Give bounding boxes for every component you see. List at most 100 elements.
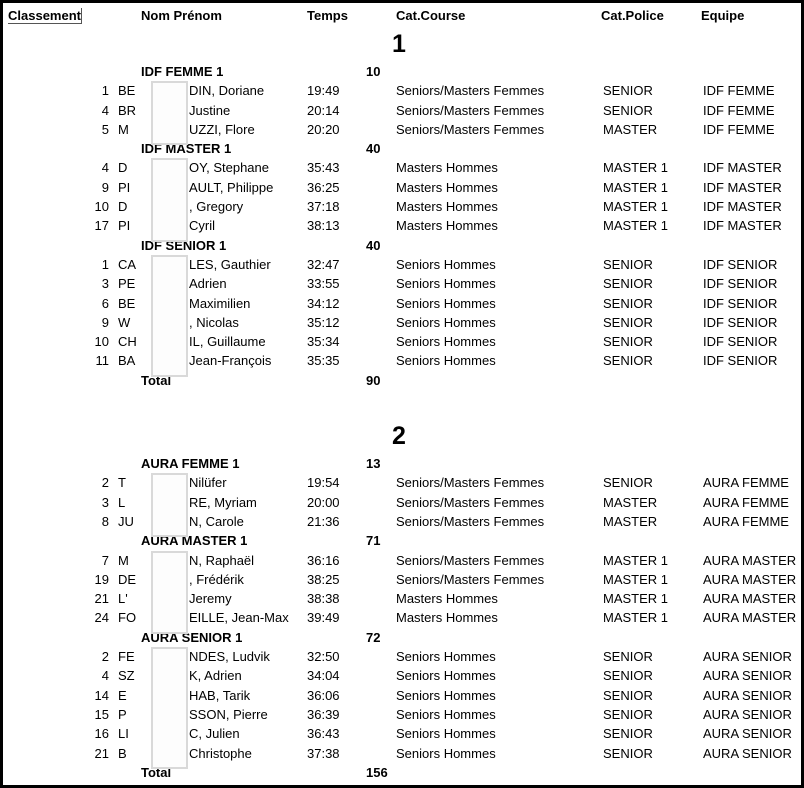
name-prefix: PE (118, 276, 136, 292)
equipe-cell: IDF MASTER (703, 199, 782, 215)
equipe-cell: AURA MASTER (703, 552, 797, 568)
table-header: Classement Nom Prénom Temps Cat.Course C… (8, 7, 801, 28)
name-prefix: E (118, 687, 127, 703)
police-cell: MASTER 1 (603, 591, 669, 607)
course-cell: Seniors/Masters Femmes (396, 121, 545, 137)
temps-cell (302, 139, 364, 158)
result-row: 5 M UZZI, Flore 20:20 Seniors/Masters Femmes… (8, 120, 801, 139)
count-cell (364, 589, 394, 608)
police-cell: SENIOR (603, 102, 653, 118)
name-suffix: N, Carole (189, 513, 244, 529)
temps-cell: 33:55 (307, 276, 340, 292)
name-cell: LI C, Julien (116, 724, 302, 743)
equipe-cell: IDF FEMME (703, 83, 775, 99)
result-row: 4 SZ K, Adrien 34:04 Seniors Hommes SENIOR AUR… (8, 666, 801, 685)
rank-cell: 5 (101, 121, 109, 137)
result-row: 3 PE Adrien 33:55 Seniors Hommes SENIOR IDF SE… (8, 274, 801, 293)
police-cell (601, 454, 701, 473)
name-cell: FO EILLE, Jean-Max (116, 608, 302, 627)
name-prefix: L' (118, 591, 128, 607)
name-suffix: RE, Myriam (189, 494, 257, 510)
equipe-cell (701, 62, 787, 81)
temps-cell (302, 454, 364, 473)
count-cell (364, 493, 394, 512)
equipe-cell (701, 531, 787, 550)
temps-cell (302, 628, 364, 647)
temps-cell: 35:43 (307, 160, 340, 176)
name-prefix: PI (118, 179, 131, 195)
course-cell: Masters Hommes (396, 160, 498, 176)
name-prefix: D (118, 160, 128, 176)
total-value-cell: 156 (366, 764, 388, 780)
course-cell (394, 139, 601, 158)
redaction-box (151, 254, 188, 377)
name-cell: SZ K, Adrien (116, 666, 302, 685)
name-cell: JU N, Carole (116, 512, 302, 531)
result-row: 11 BA Jean-François 35:35 Seniors Hommes SENI… (8, 351, 801, 370)
team-group: AURA SENIOR 1 72 2 FE NDES, Ludvik 32:50 Senio… (8, 628, 801, 769)
equipe-cell: IDF SENIOR (703, 295, 778, 311)
police-cell: SENIOR (603, 353, 653, 369)
name-suffix: K, Adrien (189, 668, 242, 684)
course-cell: Seniors Hommes (396, 706, 496, 722)
count-cell (364, 551, 394, 570)
redaction-box (151, 550, 188, 634)
name-cell: FE NDES, Ludvik (116, 647, 302, 666)
name-cell: D , Gregory (116, 197, 302, 216)
name-cell: BE Maximilien (116, 294, 302, 313)
course-cell: Seniors/Masters Femmes (396, 494, 545, 510)
temps-cell: 39:49 (307, 610, 340, 626)
group-title-row: IDF MASTER 1 40 (8, 139, 801, 158)
equipe-cell: IDF MASTER (703, 160, 782, 176)
name-suffix: EILLE, Jean-Max (189, 610, 289, 626)
name-cell: P SSON, Pierre (116, 705, 302, 724)
police-cell: MASTER (603, 121, 658, 137)
equipe-cell: AURA FEMME (703, 494, 789, 510)
course-cell: Seniors Hommes (396, 295, 496, 311)
count-cell (364, 197, 394, 216)
temps-cell: 36:39 (307, 706, 340, 722)
name-cell: W , Nicolas (116, 313, 302, 332)
name-suffix: OY, Stephane (189, 160, 269, 176)
name-suffix: SSON, Pierre (189, 706, 268, 722)
name-suffix: Maximilien (189, 295, 251, 311)
rank-cell (8, 628, 116, 647)
course-cell: Seniors Hommes (396, 256, 496, 272)
temps-cell: 37:18 (307, 199, 340, 215)
rank-cell: 2 (101, 475, 109, 491)
rank-cell: 3 (101, 276, 109, 292)
group-count-cell: 40 (366, 237, 381, 253)
police-cell: SENIOR (603, 256, 653, 272)
result-row: 21 L' Jeremy 38:38 Masters Hommes MASTER 1 AUR… (8, 589, 801, 608)
equipe-cell (701, 236, 787, 255)
temps-cell: 34:12 (307, 295, 340, 311)
redaction-box (151, 158, 188, 242)
name-suffix: , Gregory (189, 199, 244, 215)
name-prefix: BA (118, 353, 136, 369)
group-count-cell: 10 (366, 64, 381, 79)
count-cell (364, 512, 394, 531)
rank-cell (8, 139, 116, 158)
name-prefix: SZ (118, 668, 135, 684)
equipe-cell: AURA MASTER (703, 591, 797, 607)
name-suffix: Jeremy (189, 591, 232, 607)
course-cell (394, 62, 601, 81)
table-body: 1 IDF FEMME 1 10 1 BE DIN, Doriane 19:49 Senior… (8, 28, 801, 782)
name-cell: CA LES, Gauthier (116, 255, 302, 274)
team-group: IDF MASTER 1 40 4 D OY, Stephane 35:43 Masters… (8, 139, 801, 242)
name-cell: PE Adrien (116, 274, 302, 293)
group-title-row: AURA MASTER 1 71 (8, 531, 801, 550)
course-cell (394, 531, 601, 550)
temps-cell: 20:00 (307, 494, 340, 510)
name-prefix: CH (118, 334, 137, 350)
police-cell: MASTER 1 (603, 199, 669, 215)
column-header-temps: Temps (307, 8, 348, 23)
course-cell: Seniors/Masters Femmes (396, 571, 545, 587)
name-prefix: FE (118, 649, 135, 665)
name-suffix: UZZI, Flore (189, 121, 255, 137)
course-cell: Seniors/Masters Femmes (396, 475, 545, 491)
police-cell: SENIOR (603, 475, 653, 491)
count-cell (364, 178, 394, 197)
